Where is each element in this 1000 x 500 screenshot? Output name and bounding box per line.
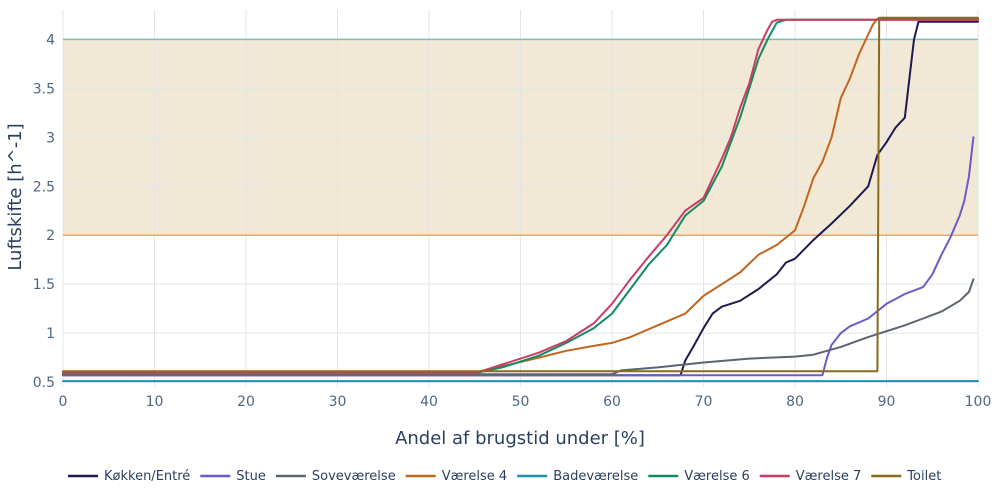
legend-label: Soveværelse	[312, 469, 396, 484]
legend-item: Værelse 7	[759, 469, 862, 484]
y-tick-label: 4	[46, 32, 55, 48]
x-tick-label: 50	[512, 394, 530, 410]
y-tick-label: 2.5	[33, 179, 55, 195]
series-line-4	[62, 17, 979, 374]
legend-item: Soveværelse	[275, 469, 396, 484]
y-tick-label: 1	[46, 326, 55, 342]
y-tick-label: 0.5	[33, 375, 55, 391]
x-tick-label: 80	[786, 394, 804, 410]
series-line-7	[62, 18, 979, 375]
legend-label: Toilet	[906, 469, 941, 484]
y-tick-label: 2	[46, 228, 55, 244]
x-tick-label: 90	[878, 394, 896, 410]
x-tick-label: 40	[420, 394, 438, 410]
legend-label: Værelse 6	[684, 469, 750, 484]
x-axis-title: Andel af brugstid under [%]	[395, 428, 645, 449]
y-axis-ticks: 0.5 1 1.5 2 2.5 3 3.5 4	[33, 32, 55, 391]
legend-label: Værelse 4	[442, 469, 508, 484]
series-line-1	[62, 20, 979, 377]
series-line-8	[62, 16, 979, 373]
series-line-6	[62, 18, 979, 375]
legend-label: Stue	[236, 469, 266, 484]
legend-item: Værelse 4	[405, 469, 508, 484]
x-tick-label: 100	[965, 394, 992, 410]
legend-item: Værelse 6	[648, 469, 750, 484]
y-tick-label: 1.5	[33, 277, 55, 293]
legend: Køkken/Entré Stue Soveværelse Værelse 4 Bade…	[68, 469, 941, 484]
legend-item: Køkken/Entré	[68, 469, 190, 484]
y-tick-label: 3.5	[33, 81, 55, 97]
x-tick-label: 0	[59, 394, 68, 410]
x-tick-label: 60	[603, 394, 621, 410]
y-tick-label: 3	[46, 130, 55, 146]
reference-lines	[63, 38, 978, 236]
x-tick-label: 70	[695, 394, 713, 410]
legend-label: Køkken/Entré	[104, 469, 190, 484]
legend-item: Badeværelse	[517, 469, 638, 484]
series-lines	[62, 16, 979, 383]
legend-label: Badeværelse	[553, 469, 638, 484]
y-axis-title: Luftskifte [h^-1]	[5, 123, 26, 270]
x-tick-label: 10	[146, 394, 164, 410]
legend-item: Toilet	[871, 469, 941, 484]
x-tick-label: 30	[329, 394, 347, 410]
series-line-3	[62, 278, 975, 376]
legend-label: Værelse 7	[796, 469, 862, 484]
x-axis-ticks: 0 10 20 30 40 50 60 70 80 90 100	[59, 394, 992, 410]
legend-item: Stue	[200, 469, 266, 484]
x-tick-label: 20	[237, 394, 255, 410]
